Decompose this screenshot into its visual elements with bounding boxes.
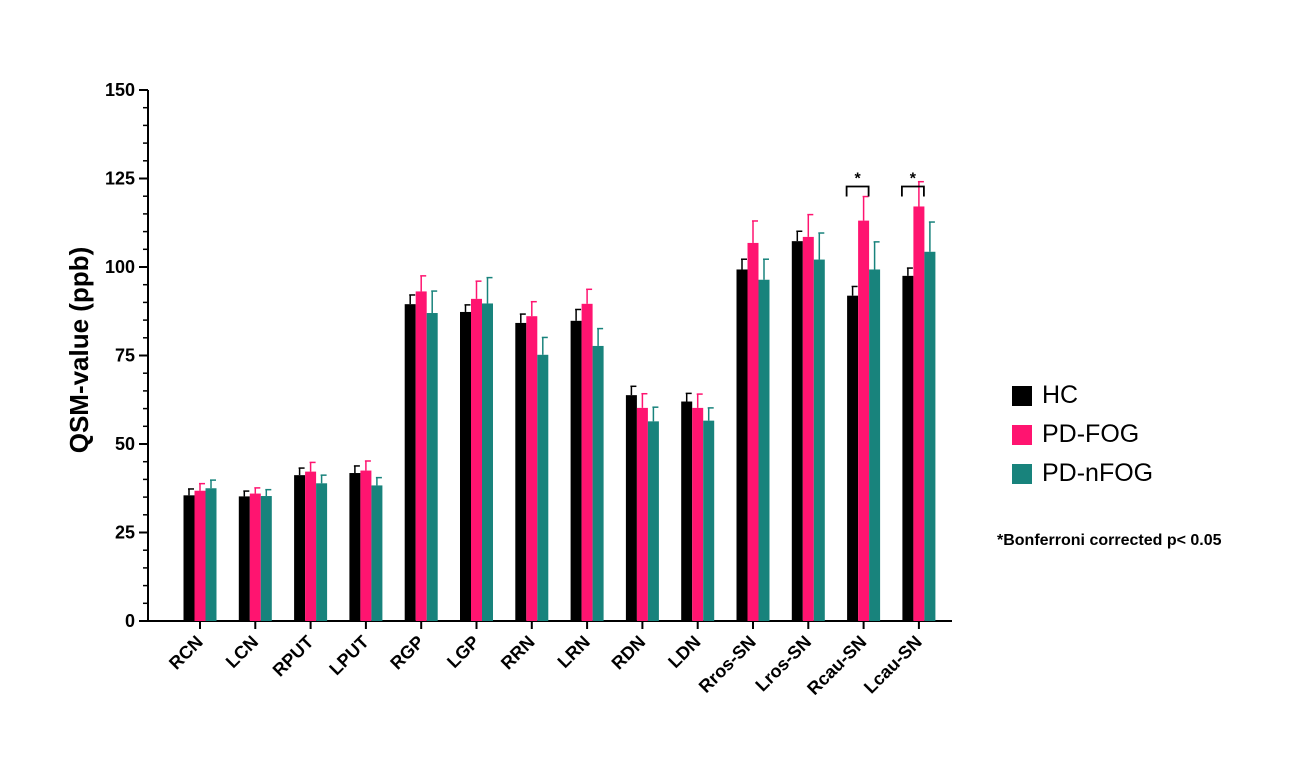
x-tick-label: Rcau-SN [803, 632, 870, 699]
legend-item-pd-fog: PD-FOG [1012, 415, 1153, 454]
x-tick-label: RCN [165, 632, 207, 674]
bar [515, 322, 527, 621]
bar [294, 475, 306, 621]
y-tick-label: 125 [105, 169, 135, 189]
bar [305, 471, 317, 621]
significance-annotations: * * [845, 171, 925, 197]
bar [205, 488, 217, 621]
bar [791, 241, 803, 621]
bar [802, 236, 814, 621]
legend-swatch-pd-fog [1012, 424, 1032, 445]
bar [471, 298, 482, 621]
x-tick-label: LGP [443, 632, 483, 672]
bar [747, 242, 759, 622]
significance-asterisk: * [854, 171, 861, 188]
y-tick-label: 150 [105, 80, 135, 100]
bar [581, 303, 593, 621]
bar [625, 395, 637, 621]
bar [902, 275, 914, 621]
legend-swatch-hc [1012, 385, 1032, 406]
bar [460, 311, 471, 621]
bar [703, 420, 715, 621]
significance-bracket [845, 185, 870, 197]
bar [813, 259, 825, 621]
bar [316, 483, 328, 621]
significance-bracket [901, 185, 925, 197]
bar [360, 470, 372, 621]
y-tick-label: 25 [115, 523, 135, 543]
bar [681, 401, 693, 621]
bar [869, 269, 881, 621]
bar [592, 345, 604, 621]
bar [537, 354, 549, 621]
bar [847, 295, 859, 621]
x-tick-label: RGP [386, 632, 428, 674]
bar [570, 320, 582, 621]
bar [183, 495, 195, 621]
x-tick-label: Rros-SN [695, 632, 760, 697]
bar [924, 251, 936, 621]
x-tick-label: RRN [497, 632, 539, 674]
bar [426, 313, 438, 621]
bar [913, 206, 925, 621]
legend-label-hc: HC [1042, 381, 1079, 409]
bar [858, 220, 870, 621]
bar [692, 407, 704, 621]
bar [636, 407, 648, 621]
significance-note: *Bonferroni corrected p< 0.05 [997, 532, 1222, 549]
y-tick-label: 50 [115, 434, 135, 454]
x-tick-label: LRN [554, 632, 594, 672]
bar [415, 291, 427, 621]
legend-swatch-pd-nfog [1012, 463, 1032, 484]
x-tick-label: LDN [664, 632, 704, 672]
bar [647, 421, 659, 621]
bar [249, 493, 261, 621]
bar [371, 485, 383, 621]
bar [758, 279, 770, 621]
bar [526, 316, 538, 621]
y-axis-label: QSM-value (ppb) [64, 247, 94, 454]
bars-group [183, 180, 936, 622]
bar [736, 269, 748, 621]
legend: HC PD-FOG PD-nFOG [1012, 376, 1153, 493]
bar [349, 473, 361, 621]
significance-asterisk: * [910, 171, 917, 188]
x-tick-label: LPUT [325, 632, 372, 679]
legend-label-pd-nfog: PD-nFOG [1042, 459, 1154, 487]
legend-label-pd-fog: PD-FOG [1042, 420, 1140, 448]
y-tick-label: 100 [105, 257, 135, 277]
bar [404, 304, 416, 621]
x-tick-label: RDN [608, 632, 650, 674]
x-tick-label: Lcau-SN [860, 632, 926, 698]
bar [238, 496, 250, 621]
y-tick-label: 0 [125, 611, 135, 631]
y-tick-label: 75 [115, 346, 135, 366]
bar [194, 490, 206, 621]
legend-item-pd-nfog: PD-nFOG [1012, 454, 1153, 493]
legend-item-hc: HC [1012, 376, 1153, 415]
x-tick-label: RPUT [269, 632, 318, 681]
bar [482, 303, 493, 621]
bar [260, 496, 272, 621]
x-tick-label: LCN [222, 632, 262, 672]
